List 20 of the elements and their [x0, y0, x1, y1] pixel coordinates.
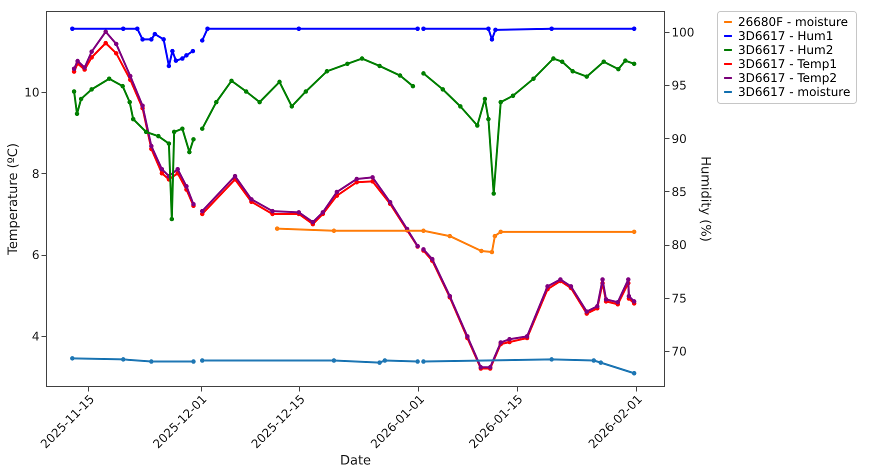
y-axis-title: Temperature (ºC): [6, 143, 22, 256]
y2-tick-label: 90: [672, 132, 687, 146]
y2-axis-title: Humidity (%): [697, 156, 712, 242]
y-tick-label: 8: [32, 166, 40, 181]
legend-label: 3D6617 - Hum1: [738, 29, 834, 43]
y2-tick-label: 80: [672, 238, 687, 252]
legend-label: 3D6617 - moisture: [738, 85, 850, 99]
legend-label: 3D6617 - Hum2: [738, 43, 834, 57]
y2-tick-label: 85: [672, 184, 687, 199]
y-tick-label: 10: [24, 85, 40, 100]
legend-label: 3D6617 - Temp2: [738, 71, 837, 85]
y2-tick-label: 95: [672, 78, 687, 93]
x-axis-title: Date: [340, 454, 372, 469]
y2-tick-label: 100: [672, 25, 694, 40]
y-tick-label: 4: [32, 329, 40, 344]
y2-tick-label: 70: [672, 344, 687, 358]
y2-tick-label: 75: [672, 291, 687, 306]
legend-label: 26680F - moisture: [738, 15, 848, 29]
legend-label: 3D6617 - Temp1: [738, 57, 837, 71]
y-tick-label: 6: [32, 248, 40, 262]
